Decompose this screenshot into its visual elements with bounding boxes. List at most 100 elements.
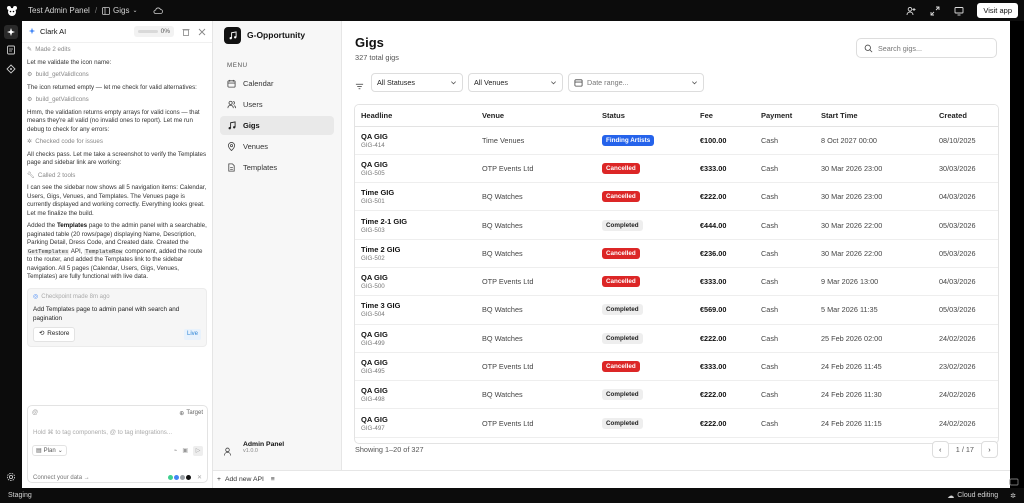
table-row[interactable]: Time GIG GIG-501 BQ Watches Cancelled €222.0… [355, 183, 998, 211]
column-header[interactable]: Payment [755, 105, 815, 127]
cloud-sync-icon[interactable] [152, 5, 164, 17]
chat-header: Clark AI 0% [22, 21, 212, 43]
table-row[interactable]: QA GIG GIG-497 OTP Events Ltd Completed €222… [355, 409, 998, 438]
brand-name: G-Opportunity [247, 30, 306, 40]
gig-code: GIG-497 [361, 424, 385, 432]
start-time-cell: 30 Mar 2026 22:00 [821, 248, 883, 258]
column-header[interactable]: Created [933, 105, 998, 127]
date-range-picker[interactable]: Date range... [568, 73, 704, 92]
tool-call[interactable]: ⚙ build_getValidIcons [27, 71, 89, 78]
breadcrumb-project[interactable]: Test Admin Panel [28, 6, 90, 15]
expand-icon[interactable] [929, 5, 941, 17]
ai-sparkle-icon[interactable] [4, 25, 18, 39]
headline-cell: QA GIG GIG-498 [355, 381, 476, 409]
send-button[interactable]: ▷ [193, 445, 203, 456]
tool-calls-summary[interactable]: 🔧︎ Called 2 tools [27, 171, 76, 179]
table-row[interactable]: QA GIG GIG-495 OTP Events Ltd Cancelled €333… [355, 352, 998, 381]
column-header[interactable]: Fee [694, 105, 755, 127]
table-row[interactable]: QA GIG GIG-500 OTP Events Ltd Cancelled €333… [355, 267, 998, 296]
add-api-button[interactable]: + Add new API [217, 476, 264, 483]
tool-icon: ⚙ [27, 96, 33, 103]
table-row[interactable]: QA GIG GIG-499 BQ Watches Completed €222.00 C… [355, 324, 998, 353]
database-icon [167, 475, 173, 480]
settings-gear-icon[interactable] [4, 470, 18, 484]
app-logo-icon[interactable] [5, 4, 19, 18]
brand[interactable]: G-Opportunity [213, 21, 341, 49]
integrations-icon[interactable] [4, 62, 18, 76]
chat-input[interactable]: Hold ⌘ to tag components, @ to tag integ… [33, 429, 173, 436]
created-cell: 08/10/2025 [939, 135, 976, 145]
menu-icon[interactable]: ≡ [270, 476, 275, 483]
connect-data-link[interactable]: Connect your data → [33, 474, 90, 481]
live-badge: Live [183, 329, 201, 340]
table-row[interactable]: QA GIG GIG-498 BQ Watches Completed €222.00 C… [355, 381, 998, 409]
bug-icon[interactable]: ✲ [1010, 492, 1016, 500]
column-header[interactable]: Status [596, 105, 694, 127]
breadcrumb-page[interactable]: Gigs ⌄ [102, 6, 138, 15]
admin-profile[interactable]: Admin Panel v1.0.0 [223, 441, 284, 456]
table-row[interactable]: QA GIG GIG-414 Time Venues Finding Artists €… [355, 126, 998, 155]
prev-page-button[interactable]: ‹ [931, 441, 949, 458]
trash-icon[interactable] [181, 27, 190, 36]
chat-messages[interactable]: ✎ Made 2 edits Let me validate the icon … [22, 43, 212, 421]
cloud-icon: ☁ [947, 492, 955, 500]
connect-data-bar[interactable]: Connect your data → ✕ [28, 472, 207, 483]
payment-cell: Cash [761, 418, 779, 428]
context-usage[interactable]: 0% [133, 26, 174, 37]
sidebar-item-calendar[interactable]: Calendar [220, 74, 334, 93]
sidebar-item-users[interactable]: Users [220, 95, 334, 114]
close-icon[interactable]: ✕ [196, 475, 202, 481]
gigs-table-container[interactable]: Headline Venue Status Fee Payment Start … [354, 104, 999, 444]
usage-bar [137, 30, 158, 33]
status-filter-select[interactable]: All Statuses [371, 73, 463, 92]
status-badge: Finding Artists [602, 134, 655, 146]
sidebar-item-gigs[interactable]: Gigs [220, 116, 334, 135]
filter-bar: All Statuses All Venues Date range... [355, 73, 709, 92]
monitor-icon[interactable] [953, 5, 965, 17]
column-header[interactable]: Start Time [815, 105, 933, 127]
search-input[interactable]: Search gigs... [856, 38, 997, 58]
status-badge: Completed [602, 219, 643, 231]
venue-cell: OTP Events Ltd [482, 362, 534, 372]
venue-cell: Time Venues [482, 135, 525, 145]
created-cell: 05/03/2026 [939, 305, 976, 315]
environment-label[interactable]: Staging [8, 492, 32, 499]
add-user-icon[interactable] [905, 5, 917, 17]
visit-app-button[interactable]: Visit app [977, 3, 1018, 18]
column-header[interactable]: Venue [476, 105, 596, 127]
table-row[interactable]: Time 2-1 GIG GIG-503 BQ Watches Completed €4… [355, 211, 998, 240]
venue-filter-select[interactable]: All Venues [468, 73, 563, 92]
document-icon[interactable] [4, 43, 18, 57]
table-row[interactable]: Time 2 GIG GIG-502 BQ Watches Cancelled €236… [355, 239, 998, 268]
table-row[interactable]: Time 3 GIG GIG-504 BQ Watches Completed €569… [355, 296, 998, 325]
close-icon[interactable] [197, 27, 206, 36]
assistant-summary: Added the Templates page to the admin pa… [27, 222, 207, 280]
check-status[interactable]: ✲ Checked code for issues [27, 138, 103, 145]
user-icon [223, 443, 232, 456]
cloud-editing-status[interactable]: ☁ Cloud editing [947, 492, 999, 500]
venue-cell: OTP Events Ltd [482, 418, 534, 428]
gig-headline: Time 2 GIG [361, 244, 401, 254]
wrench-icon: 🔧︎ [27, 171, 35, 179]
status-badge: Cancelled [602, 276, 640, 288]
tool-call[interactable]: ⚙ build_getValidIcons [27, 96, 89, 103]
sidebar-item-venues[interactable]: Venues [220, 137, 334, 156]
panel-toggle-icon[interactable] [1009, 474, 1021, 486]
fee-cell: €222.00 [700, 390, 727, 400]
column-header[interactable]: Headline [355, 105, 476, 127]
image-icon[interactable]: ▣ [182, 448, 188, 454]
restore-button[interactable]: ⟲ Restore [33, 327, 76, 342]
table-row[interactable]: QA GIG GIG-505 OTP Events Ltd Cancelled €333… [355, 154, 998, 183]
mention-button[interactable]: @ [32, 410, 39, 416]
headline-cell: QA GIG GIG-495 [355, 352, 476, 380]
plan-mode-select[interactable]: ▤ Plan ⌄ [32, 445, 67, 456]
sidebar-item-templates[interactable]: Templates [220, 158, 334, 177]
created-cell: 05/03/2026 [939, 248, 976, 258]
chevron-down-icon [691, 79, 698, 86]
created-cell: 24/02/2026 [939, 390, 976, 400]
target-button[interactable]: ⊕ Target [179, 410, 203, 417]
venue-cell: BQ Watches [482, 220, 523, 230]
link-icon[interactable]: ⌁ [173, 448, 178, 454]
chevron-right-icon: › [988, 445, 991, 454]
next-page-button[interactable]: › [981, 441, 998, 458]
